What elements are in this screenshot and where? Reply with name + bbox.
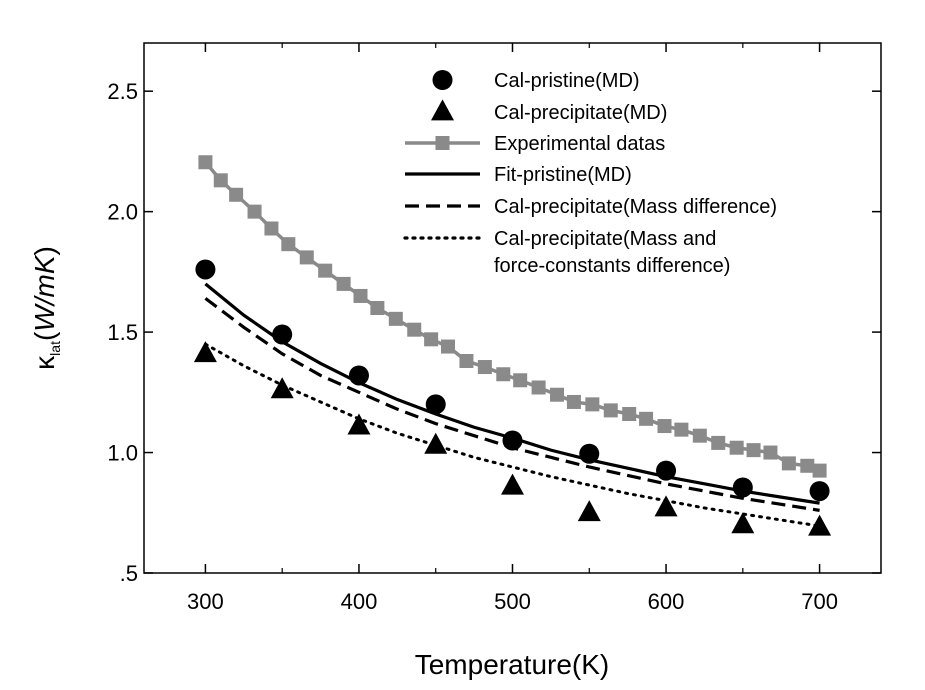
data-point bbox=[198, 155, 213, 170]
y-tick-label: 1.0 bbox=[107, 441, 138, 466]
data-point bbox=[639, 411, 654, 426]
data-point bbox=[229, 187, 244, 202]
data-point bbox=[459, 354, 474, 368]
data-point bbox=[501, 473, 524, 495]
x-axis-title: Temperature(K) bbox=[415, 649, 610, 680]
x-tick-label: 300 bbox=[187, 589, 224, 614]
data-point bbox=[800, 458, 815, 473]
data-point bbox=[585, 397, 600, 412]
legend: Cal-pristine(MD) Cal-precipitate(MD) Exper… bbox=[403, 70, 777, 277]
data-point bbox=[424, 432, 448, 454]
data-point bbox=[193, 341, 217, 363]
legend-label-line: Cal-precipitate(Mass and bbox=[494, 228, 716, 250]
data-point bbox=[513, 373, 528, 388]
data-point bbox=[654, 495, 678, 517]
data-point bbox=[550, 387, 565, 402]
data-point bbox=[674, 422, 689, 437]
data-point bbox=[272, 324, 293, 345]
series-5 bbox=[203, 342, 822, 528]
ticks: 300 400 500 600 700 .5 1.0 1.5 2.0 2.5 bbox=[107, 43, 881, 614]
x-tick-label: 500 bbox=[494, 589, 531, 614]
series-line bbox=[203, 342, 822, 528]
y-tick-label: 2.5 bbox=[107, 79, 138, 104]
y-axis-symbol: κ bbox=[29, 355, 60, 370]
data-point bbox=[809, 481, 830, 502]
legend-marker bbox=[431, 99, 454, 121]
series-1 bbox=[193, 341, 832, 536]
data-point bbox=[477, 360, 492, 375]
data-point bbox=[264, 221, 279, 236]
x-tick-label: 400 bbox=[341, 589, 378, 614]
legend-label: Cal-precipitate(Mass difference) bbox=[494, 196, 777, 218]
data-point bbox=[370, 301, 385, 315]
data-point bbox=[711, 435, 726, 450]
data-point bbox=[347, 413, 371, 435]
legend-marker bbox=[432, 70, 453, 90]
x-tick-label: 600 bbox=[648, 589, 685, 614]
series-layer bbox=[193, 155, 832, 536]
data-point bbox=[622, 407, 637, 421]
legend-label-line: force-constants difference) bbox=[494, 255, 730, 277]
data-point bbox=[299, 250, 314, 265]
x-tick-label: 700 bbox=[801, 589, 838, 614]
data-point bbox=[502, 430, 523, 451]
data-point bbox=[731, 512, 755, 534]
data-point bbox=[195, 259, 216, 280]
data-point bbox=[353, 288, 368, 303]
series-line bbox=[204, 282, 820, 505]
y-axis-units-open: ( bbox=[29, 331, 60, 341]
data-point bbox=[247, 204, 262, 219]
y-tick-label: 1.5 bbox=[107, 320, 138, 345]
data-point bbox=[425, 394, 446, 415]
y-tick-label: .5 bbox=[120, 561, 138, 586]
series-0 bbox=[195, 259, 830, 502]
data-point bbox=[812, 463, 827, 478]
data-point bbox=[763, 445, 778, 460]
y-tick-label: 2.0 bbox=[107, 200, 138, 225]
data-point bbox=[781, 456, 796, 471]
data-point bbox=[579, 443, 600, 464]
data-point bbox=[496, 367, 511, 382]
data-point bbox=[692, 428, 707, 443]
data-point bbox=[336, 276, 351, 291]
data-point bbox=[348, 365, 369, 386]
legend-label: Experimental datas bbox=[494, 133, 665, 155]
y-axis-subscript: lat bbox=[47, 341, 63, 356]
legend-label: Cal-pristine(MD) bbox=[494, 70, 640, 92]
data-point bbox=[531, 380, 546, 395]
data-point bbox=[566, 394, 581, 409]
data-point bbox=[388, 311, 403, 326]
data-point bbox=[656, 460, 677, 481]
data-point bbox=[657, 419, 672, 434]
data-point bbox=[603, 403, 618, 418]
legend-label: Cal-precipitate(Mass and force-constants … bbox=[494, 228, 730, 277]
y-axis-title: κlat(W/mK) bbox=[29, 246, 63, 370]
data-point bbox=[746, 443, 761, 458]
legend-marker bbox=[435, 136, 450, 150]
data-point bbox=[577, 500, 601, 522]
data-point bbox=[213, 173, 228, 188]
data-point bbox=[270, 377, 294, 399]
data-point bbox=[318, 263, 333, 278]
data-point bbox=[441, 339, 456, 354]
y-axis-units-close: ) bbox=[29, 246, 60, 255]
y-axis-units: W/mK bbox=[29, 254, 60, 332]
data-point bbox=[424, 332, 439, 347]
legend-label: Cal-precipitate(MD) bbox=[494, 102, 667, 124]
data-point bbox=[281, 237, 296, 252]
series-3 bbox=[204, 282, 820, 505]
data-point bbox=[729, 440, 744, 455]
series-2 bbox=[198, 155, 827, 478]
legend-label: Fit-pristine(MD) bbox=[494, 164, 632, 186]
data-point bbox=[407, 322, 422, 337]
data-point bbox=[808, 514, 832, 536]
data-point bbox=[732, 477, 753, 498]
